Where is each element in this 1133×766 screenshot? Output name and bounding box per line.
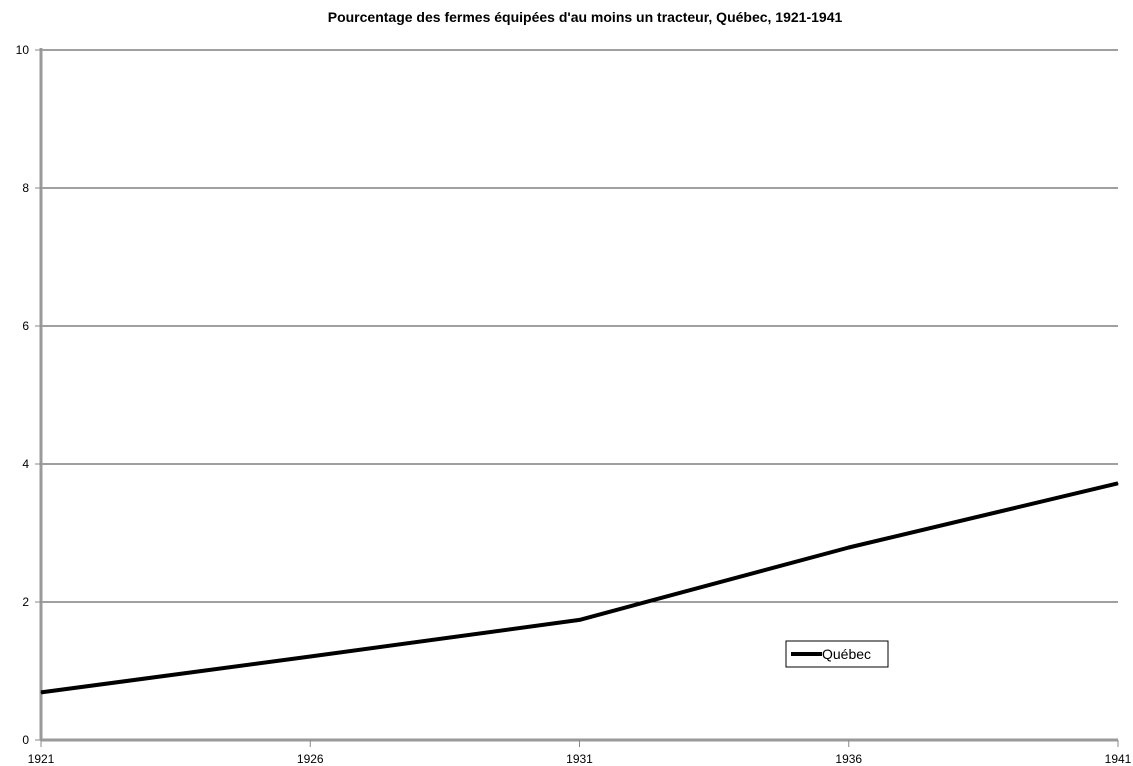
y-tick-label: 10 xyxy=(16,43,30,57)
data-point xyxy=(848,546,850,548)
series-line-0 xyxy=(40,481,1119,695)
legend-label: Québec xyxy=(822,646,871,662)
x-axis-ticks: 1921 1926 1931 1936 1941 xyxy=(28,740,1132,766)
y-tick-label: 6 xyxy=(22,319,29,333)
x-tick-label: 1921 xyxy=(28,752,55,766)
y-tick-label: 4 xyxy=(22,457,29,471)
y-tick-label: 8 xyxy=(22,181,29,195)
y-tick-label: 0 xyxy=(22,733,29,747)
data-point xyxy=(579,619,580,621)
data-point xyxy=(1117,482,1119,484)
x-tick-label: 1941 xyxy=(1105,752,1132,766)
axes xyxy=(39,48,1118,742)
series-layer xyxy=(40,481,1119,695)
legend-box xyxy=(785,640,889,668)
y-axis-ticks: 0 2 4 6 8 10 xyxy=(16,43,41,747)
data-point xyxy=(40,691,42,693)
x-tick-label: 1926 xyxy=(297,752,324,766)
legend: Québec xyxy=(785,640,889,668)
chart-title: Pourcentage des fermes équipées d'au moi… xyxy=(328,9,843,25)
x-tick-label: 1936 xyxy=(835,752,862,766)
y-tick-label: 2 xyxy=(22,595,29,609)
data-point xyxy=(309,656,311,658)
gridlines xyxy=(41,49,1118,603)
x-tick-label: 1931 xyxy=(566,752,593,766)
